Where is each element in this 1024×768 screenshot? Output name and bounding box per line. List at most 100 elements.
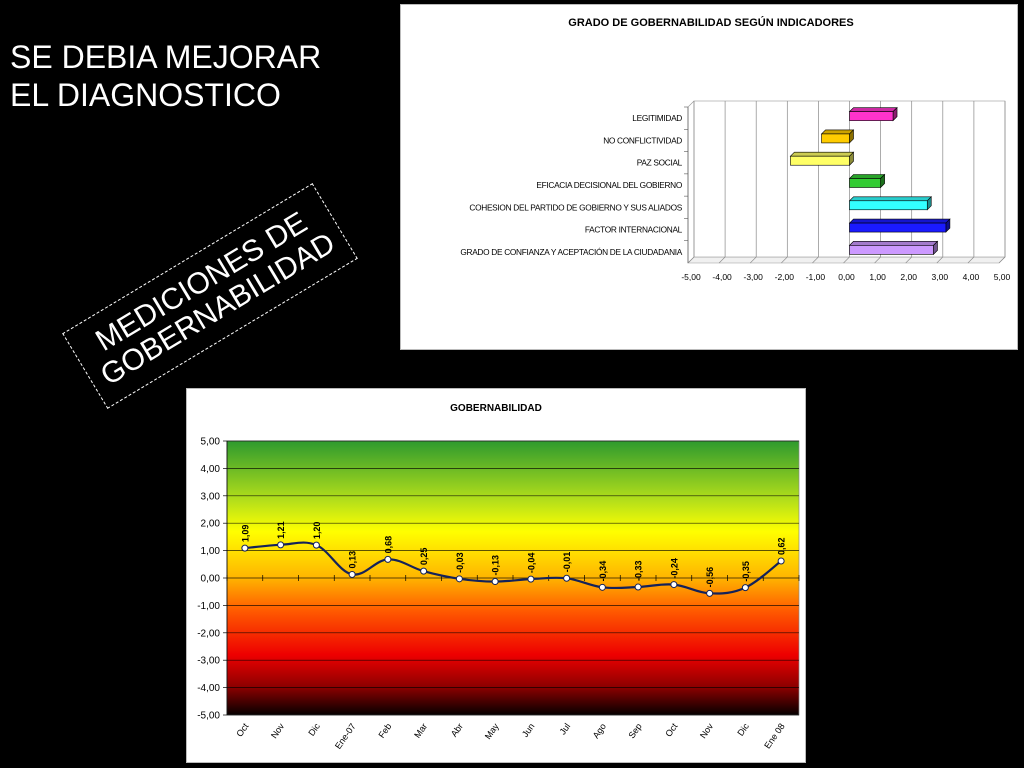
x-gridline-floor bbox=[687, 256, 695, 264]
data-point bbox=[527, 575, 535, 583]
bar-front-face bbox=[849, 222, 947, 233]
x-gridline-floor bbox=[749, 256, 757, 264]
x-tick-label: Feb bbox=[376, 721, 393, 739]
data-label: -0,04 bbox=[526, 553, 536, 574]
y-tick-label: 1,00 bbox=[201, 546, 221, 557]
y-tick-label: 2,00 bbox=[201, 519, 221, 530]
data-label: -0,24 bbox=[669, 558, 679, 579]
bar-7 bbox=[848, 240, 939, 256]
data-point bbox=[598, 583, 606, 591]
data-label: 0,68 bbox=[383, 536, 393, 554]
x-tick-label: Dic bbox=[735, 721, 751, 738]
x-tick-label: Ene-07 bbox=[333, 721, 358, 751]
data-point bbox=[384, 555, 392, 563]
data-point bbox=[670, 581, 678, 589]
x-tick-label: 1,00 bbox=[869, 272, 886, 282]
x-tick-label: May bbox=[483, 721, 501, 741]
bar-front-face bbox=[849, 111, 894, 121]
x-tick-label: 0,00 bbox=[838, 272, 855, 282]
bar-front-face bbox=[821, 133, 850, 144]
y-tick-label: -3,00 bbox=[197, 656, 220, 667]
indicators-bar-chart: GRADO DE GOBERNABILIDAD SEGÚN INDICADORE… bbox=[460, 16, 1010, 282]
y-tick-label: 5,00 bbox=[201, 437, 221, 448]
category-label: PAZ SOCIAL bbox=[637, 158, 683, 168]
bar-top-face bbox=[848, 107, 898, 112]
data-label: 1,20 bbox=[312, 522, 322, 540]
x-tick-label: 2,00 bbox=[900, 272, 917, 282]
x-tick-label: Ago bbox=[591, 721, 608, 740]
data-point bbox=[491, 578, 499, 586]
category-label: NO CONFLICTIVIDAD bbox=[603, 135, 682, 145]
x-tick-label: -4,00 bbox=[712, 272, 732, 282]
data-label: 0,25 bbox=[419, 548, 429, 566]
x-gridline-floor bbox=[905, 256, 912, 264]
bar-top-face bbox=[848, 241, 939, 246]
x-gridline-floor bbox=[718, 256, 726, 264]
indicators-chart-panel: GRADO DE GOBERNABILIDAD SEGÚN INDICADORE… bbox=[400, 4, 1018, 350]
x-tick-label: -1,00 bbox=[806, 272, 826, 282]
bar-top-face bbox=[848, 196, 932, 202]
governability-chart-title: GOBERNABILIDAD bbox=[450, 403, 542, 414]
x-gridline-floor bbox=[874, 256, 881, 264]
x-gridline-floor bbox=[936, 256, 944, 264]
x-tick-label: Dic bbox=[306, 721, 322, 738]
bar-front-face bbox=[849, 178, 881, 188]
bar-top-face bbox=[848, 174, 886, 179]
category-label: LEGITIMIDAD bbox=[632, 113, 682, 123]
y-tick-label: 4,00 bbox=[201, 464, 221, 475]
category-label: FACTOR INTERNACIONAL bbox=[585, 225, 683, 235]
bar-front-face bbox=[790, 155, 850, 166]
x-tick-label: Mar bbox=[412, 721, 429, 739]
headline: SE DEBIA MEJORAR EL DIAGNOSTICO bbox=[10, 38, 321, 114]
bar-top-face bbox=[848, 218, 951, 224]
data-point bbox=[348, 570, 356, 578]
bar-6 bbox=[848, 218, 951, 233]
governability-series-line bbox=[244, 541, 782, 595]
x-tick-label: Nov bbox=[269, 721, 287, 740]
bar-1 bbox=[848, 106, 898, 122]
data-point bbox=[277, 541, 285, 549]
data-label: -0,34 bbox=[598, 561, 608, 582]
data-label: 1,09 bbox=[240, 525, 250, 543]
governability-line-chart: GOBERNABILIDAD 5,00 4,00 3,00 2,00 1,00 0,00 -… bbox=[197, 403, 800, 751]
data-label: -0,13 bbox=[491, 555, 501, 576]
data-label: 0,62 bbox=[777, 537, 787, 555]
bar-3 bbox=[789, 151, 855, 166]
data-label: -0,56 bbox=[705, 567, 715, 588]
y-tick-label: -1,00 bbox=[197, 601, 220, 612]
x-tick-label: Nov bbox=[698, 721, 716, 740]
x-tick-label: Oct bbox=[234, 721, 251, 739]
data-label: -0,01 bbox=[562, 552, 572, 573]
data-point bbox=[777, 557, 785, 565]
governability-chart-panel: GOBERNABILIDAD 5,00 4,00 3,00 2,00 1,00 0,00 -… bbox=[186, 388, 806, 763]
y-tick-label: 3,00 bbox=[201, 491, 221, 502]
data-label: -0,03 bbox=[455, 552, 465, 573]
x-gridline-floor bbox=[843, 256, 850, 264]
data-point bbox=[563, 574, 571, 582]
category-label: GRADO DE CONFIANZA Y ACEPTACIÓN DE LA CI… bbox=[460, 247, 682, 257]
x-tick-label: -3,00 bbox=[744, 272, 764, 282]
x-tick-label: Sep bbox=[626, 721, 643, 740]
data-point bbox=[706, 589, 714, 597]
data-point bbox=[634, 583, 642, 591]
x-tick-label: Oct bbox=[663, 721, 680, 739]
bar-front-face bbox=[849, 200, 928, 211]
y-tick-label: -2,00 bbox=[197, 628, 220, 639]
x-tick-label: Abr bbox=[449, 721, 465, 738]
bar-top-face bbox=[820, 129, 855, 135]
data-point bbox=[312, 541, 320, 549]
y-tick-label: -5,00 bbox=[197, 711, 220, 722]
x-gridline-floor bbox=[812, 256, 819, 264]
y-tick-label: 0,00 bbox=[201, 574, 221, 585]
data-label: 0,13 bbox=[348, 551, 358, 569]
x-tick-label: -2,00 bbox=[775, 272, 795, 282]
x-tick-label: Jul bbox=[557, 721, 572, 736]
bar-2 bbox=[820, 129, 855, 144]
data-label: -0,33 bbox=[634, 561, 644, 582]
data-label: 1,21 bbox=[276, 521, 286, 539]
data-label: -0,35 bbox=[741, 561, 751, 582]
bar-5 bbox=[848, 196, 932, 211]
data-point bbox=[420, 567, 428, 575]
bar-front-face bbox=[849, 245, 934, 255]
x-tick-label: Ene 08 bbox=[762, 721, 787, 750]
